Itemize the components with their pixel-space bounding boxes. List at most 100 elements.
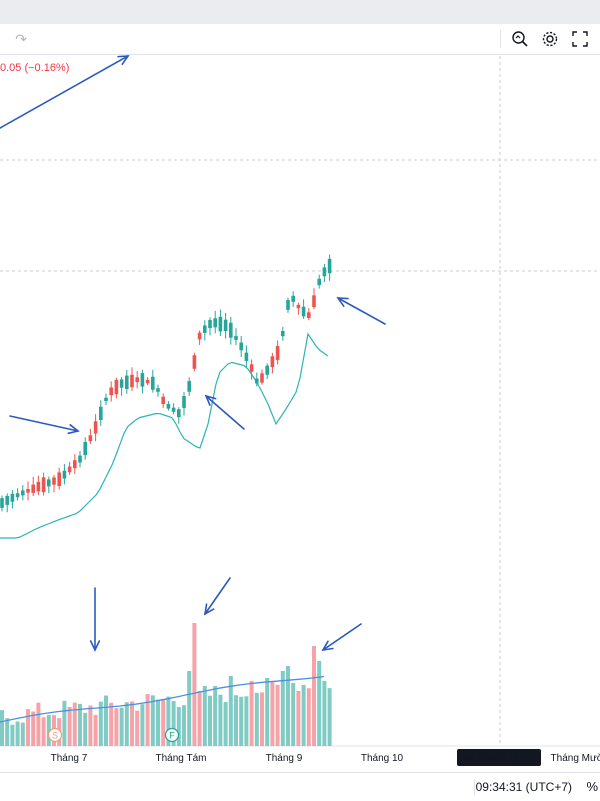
- volume-bar: [254, 692, 259, 746]
- volume-bar: [31, 711, 36, 746]
- candle-body: [234, 336, 238, 340]
- volume-bar: [93, 714, 98, 746]
- volume-bar: [46, 715, 51, 746]
- candle-body: [47, 479, 51, 487]
- percent-toggle[interactable]: %: [586, 779, 598, 794]
- candle-body: [307, 312, 311, 318]
- volume-bar: [88, 705, 93, 746]
- candle-body: [104, 397, 108, 402]
- volume-bar: [176, 707, 181, 746]
- candle-body: [109, 387, 113, 396]
- volume-bar: [124, 702, 129, 746]
- arrow-breakout-head: [67, 424, 80, 435]
- candle-body: [21, 490, 25, 496]
- candle-body: [41, 477, 46, 493]
- x-axis: Tháng 7 Tháng Tám Tháng 9 Tháng 10 04 Tháng …: [51, 749, 600, 766]
- volume-bar: [192, 623, 197, 746]
- volume-bar: [327, 688, 332, 746]
- candle-body: [52, 477, 56, 485]
- volume-bar: [10, 724, 15, 746]
- x-tick-label: Tháng Mười: [551, 753, 600, 764]
- candle-body: [15, 493, 20, 498]
- volume-bar: [161, 698, 166, 746]
- fullscreen-icon[interactable]: [569, 28, 591, 50]
- top-toolbar: ↷: [0, 24, 600, 55]
- candle-body: [125, 375, 129, 390]
- volume-bar: [135, 710, 140, 746]
- trend-line-head: [117, 55, 130, 66]
- moving-averages: [0, 332, 329, 539]
- volume-bar: [145, 694, 150, 746]
- candle-body: [93, 421, 98, 434]
- settings-gear-icon[interactable]: [539, 28, 561, 50]
- volume-bar: [109, 702, 114, 746]
- annotation-arrows: [0, 55, 386, 652]
- highlighted-date-box: [457, 749, 541, 766]
- candle-body: [73, 460, 77, 469]
- toolbar-divider: [500, 30, 501, 48]
- volume-bar: [265, 677, 270, 746]
- volume-bar: [280, 671, 285, 746]
- candle-body: [213, 318, 217, 328]
- volume-bar: [286, 666, 290, 746]
- candle-body: [135, 377, 139, 383]
- arrow-breakout: [9, 415, 79, 432]
- search-alerts-icon[interactable]: [509, 28, 531, 50]
- candle-body: [171, 407, 176, 412]
- volume-bar: [197, 691, 202, 746]
- candlesticks: [0, 254, 332, 513]
- volume-bar: [317, 661, 322, 746]
- volume-bar: [275, 684, 280, 746]
- candle-body: [151, 376, 155, 390]
- x-tick-label: Tháng Tám: [156, 753, 207, 764]
- candle-body: [145, 379, 150, 384]
- volume-bar: [296, 691, 301, 746]
- volume-bar: [26, 709, 30, 746]
- candle-body: [156, 388, 160, 392]
- volume-bar: [301, 684, 306, 746]
- price-moving-average-line: [0, 332, 329, 539]
- arrow-volume-2-head: [203, 603, 215, 616]
- candle-body: [36, 481, 41, 492]
- volume-bar: [150, 695, 155, 746]
- candle-body: [317, 278, 321, 286]
- volume-bar: [291, 683, 296, 746]
- volume-bar: [5, 718, 10, 746]
- volume-bar: [244, 696, 249, 746]
- volume-bar: [202, 686, 207, 746]
- volume-bar: [208, 695, 212, 746]
- volume-bar: [41, 717, 46, 746]
- volume-bar: [187, 671, 192, 746]
- candle-body: [327, 258, 332, 274]
- volume-bar: [119, 707, 124, 746]
- arrow-volume-3-head: [321, 640, 334, 652]
- status-separator: [474, 779, 475, 795]
- arrow-volume-1-head: [89, 640, 101, 652]
- candle-body: [166, 403, 171, 409]
- candle-body: [208, 319, 212, 329]
- candle-body: [312, 295, 316, 308]
- trend-line: [0, 55, 129, 129]
- x-tick-label: Tháng 9: [266, 753, 303, 764]
- volume-bar: [270, 681, 275, 746]
- candle-body: [249, 364, 254, 372]
- candle-body: [270, 356, 275, 368]
- candle-body: [187, 381, 191, 392]
- volume-bar: [156, 699, 160, 746]
- candle-body: [140, 373, 145, 387]
- arrow-volume-3: [322, 623, 362, 651]
- candle-body: [281, 331, 285, 337]
- event-marker-circle: [47, 727, 63, 743]
- volume-bar: [15, 721, 20, 746]
- candle-body: [161, 396, 165, 405]
- candle-body: [255, 378, 259, 384]
- redo-icon[interactable]: ↷: [15, 30, 27, 47]
- candle-body: [99, 406, 103, 421]
- volume-bar: [239, 696, 244, 746]
- volume-moving-average-line: [0, 675, 325, 723]
- candle-body: [5, 495, 9, 505]
- candle-body: [83, 442, 87, 456]
- candle-body: [197, 332, 202, 340]
